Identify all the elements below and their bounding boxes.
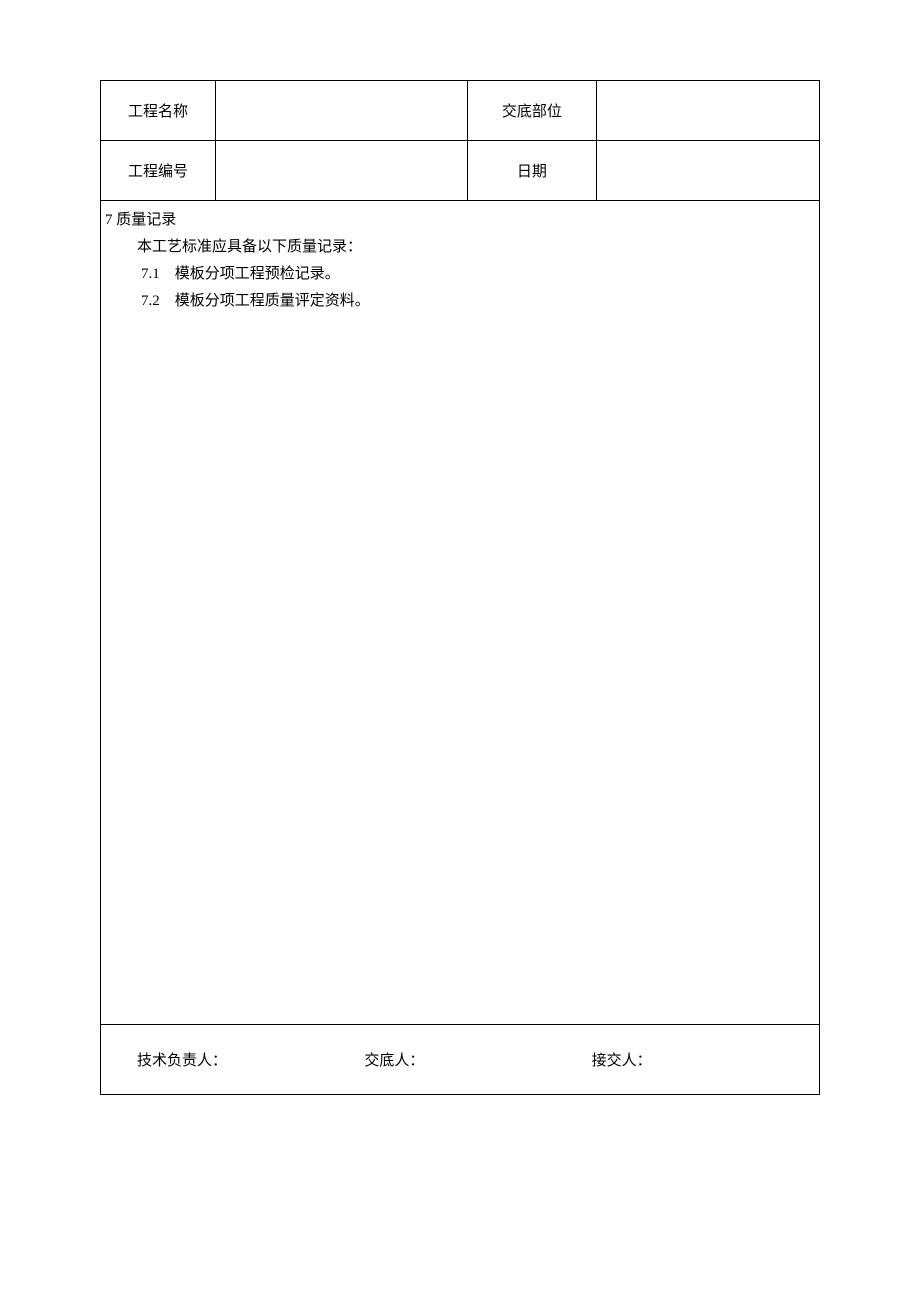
disclosure-unit-label: 交底部位 bbox=[467, 81, 596, 141]
content-row: 7 质量记录 本工艺标准应具备以下质量记录： 7.1 模板分项工程预检记录。 7… bbox=[101, 201, 820, 1025]
section-title: 7 质量记录 bbox=[105, 207, 815, 234]
discloser-label: 交底人： bbox=[364, 1049, 591, 1070]
footer-cell: 技术负责人： 交底人： 接交人： bbox=[101, 1025, 820, 1095]
disclosure-unit-value[interactable] bbox=[597, 81, 820, 141]
date-value[interactable] bbox=[597, 141, 820, 201]
content-item-7-2: 7.2 模板分项工程质量评定资料。 bbox=[141, 288, 815, 315]
form-table: 工程名称 交底部位 工程编号 日期 7 质量记录 本工艺标准应具备以下质量记录：… bbox=[100, 80, 820, 1095]
tech-lead-label: 技术负责人： bbox=[101, 1049, 364, 1070]
project-name-value[interactable] bbox=[216, 81, 468, 141]
footer-inner: 技术负责人： 交底人： 接交人： bbox=[101, 1025, 819, 1094]
header-row-1: 工程名称 交底部位 bbox=[101, 81, 820, 141]
project-name-label: 工程名称 bbox=[101, 81, 216, 141]
content-intro: 本工艺标准应具备以下质量记录： bbox=[137, 234, 815, 261]
date-label: 日期 bbox=[467, 141, 596, 201]
content-item-7-1: 7.1 模板分项工程预检记录。 bbox=[141, 261, 815, 288]
project-number-value[interactable] bbox=[216, 141, 468, 201]
footer-row: 技术负责人： 交底人： 接交人： bbox=[101, 1025, 820, 1095]
project-number-label: 工程编号 bbox=[101, 141, 216, 201]
header-row-2: 工程编号 日期 bbox=[101, 141, 820, 201]
receiver-label: 接交人： bbox=[592, 1049, 819, 1070]
content-cell: 7 质量记录 本工艺标准应具备以下质量记录： 7.1 模板分项工程预检记录。 7… bbox=[101, 201, 820, 1025]
